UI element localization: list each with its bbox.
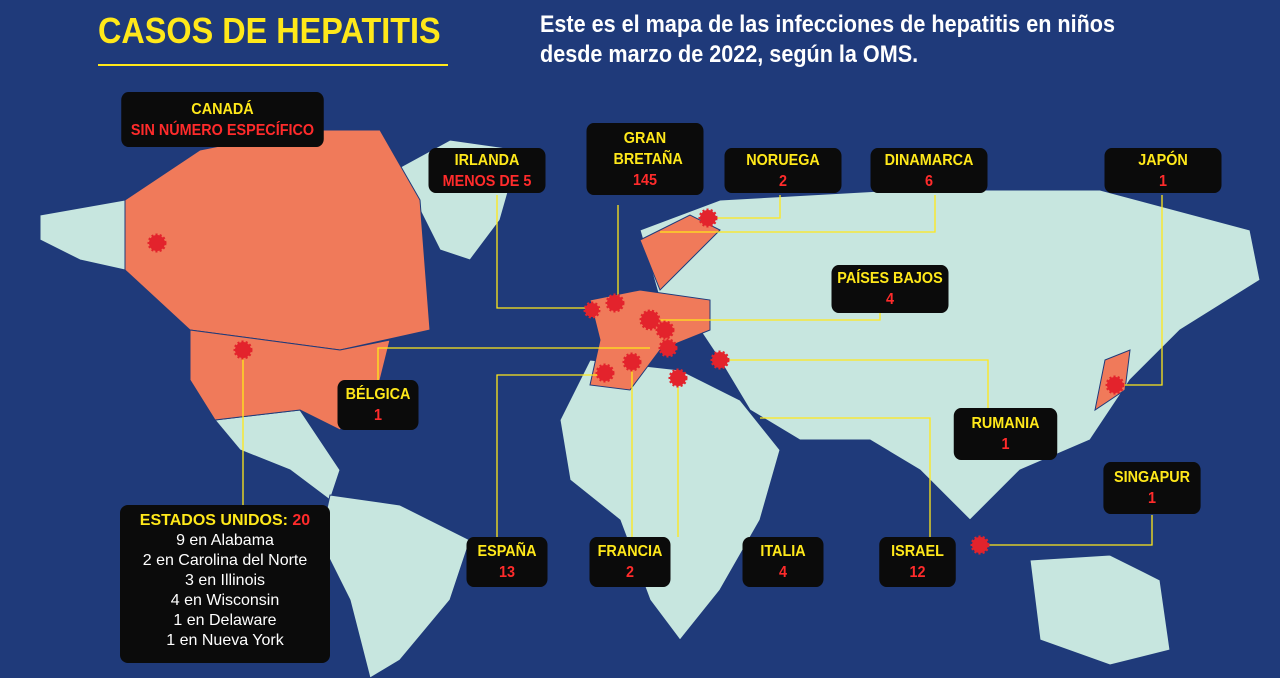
usa-count: 20 — [292, 512, 311, 529]
case-count: 2 — [625, 564, 635, 581]
state-detail: 3 en Illinois — [184, 572, 266, 589]
country-name: CANADÁ — [191, 100, 254, 118]
state-detail: 4 en Wisconsin — [170, 592, 280, 609]
country-label: CANADÁ SIN NÚMERO ESPECÍFICO — [121, 92, 324, 147]
country-name: ITALIA — [760, 543, 806, 560]
case-count: MENOS DE 5 — [442, 172, 532, 190]
case-count: 2 — [778, 172, 788, 190]
country-label: BÉLGICA 1 — [337, 380, 419, 430]
country-label: PAÍSES BAJOS 4 — [831, 265, 949, 313]
case-count: 6 — [924, 172, 934, 190]
country-name: GRAN BRETAÑA — [613, 129, 683, 168]
country-name: NORUEGA — [746, 151, 820, 169]
country-label: SINGAPUR 1 — [1103, 462, 1201, 514]
africa — [559, 359, 781, 641]
subtitle: Este es el mapa de las infecciones de he… — [540, 11, 1116, 68]
case-count: 1 — [1158, 172, 1168, 190]
country-label: ITALIA 4 — [742, 537, 824, 587]
country-name: ISRAEL — [891, 543, 944, 560]
case-count: 1 — [1001, 436, 1010, 453]
case-count: 12 — [909, 564, 926, 581]
country-label: GRAN BRETAÑA 145 — [586, 123, 704, 195]
country-name: IRLANDA — [454, 151, 520, 169]
usa-box: ESTADOS UNIDOS: 20 9 en Alabama 2 en Caro… — [120, 505, 330, 663]
country-name: ESPAÑA — [477, 543, 537, 560]
country-name: FRANCIA — [597, 543, 663, 560]
country-label: DINAMARCA 6 — [870, 148, 988, 193]
state-detail: 1 en Nueva York — [166, 632, 284, 649]
case-count: 1 — [1147, 490, 1157, 507]
case-count: SIN NÚMERO ESPECÍFICO — [130, 121, 315, 139]
country-label: RUMANIA 1 — [953, 408, 1058, 460]
south-america — [319, 494, 471, 678]
title-rule — [98, 64, 448, 66]
country-name: DINAMARCA — [884, 151, 974, 169]
case-count: 13 — [498, 564, 516, 581]
canada — [124, 129, 431, 351]
central-america — [214, 409, 341, 501]
country-label: NORUEGA 2 — [724, 148, 842, 193]
case-count: 4 — [778, 564, 788, 581]
country-name: PAÍSES BAJOS — [837, 270, 943, 287]
state-detail: 9 en Alabama — [176, 532, 274, 549]
country-name: RUMANIA — [971, 415, 1040, 432]
country-name: JAPÓN — [1138, 151, 1188, 169]
country-label: ISRAEL 12 — [879, 537, 956, 587]
australia — [1029, 554, 1171, 666]
state-detail: 1 en Delaware — [173, 612, 277, 629]
case-count: 145 — [632, 171, 658, 189]
state-detail: 2 en Carolina del Norte — [142, 552, 308, 569]
case-count: 1 — [373, 407, 383, 424]
case-count: 4 — [885, 291, 895, 308]
usa-name: ESTADOS UNIDOS: — [139, 512, 288, 529]
alaska — [39, 199, 126, 271]
country-name: SINGAPUR — [1113, 469, 1190, 486]
scandinavia — [639, 214, 721, 291]
country-label: IRLANDA MENOS DE 5 — [428, 148, 546, 193]
title: CASOS DE HEPATITIS — [98, 10, 441, 51]
country-label: JAPÓN 1 — [1104, 148, 1222, 193]
country-label: ESPAÑA 13 — [466, 537, 548, 587]
europe-affected — [589, 289, 711, 391]
country-label: FRANCIA 2 — [589, 537, 671, 587]
country-name: BÉLGICA — [345, 386, 411, 403]
